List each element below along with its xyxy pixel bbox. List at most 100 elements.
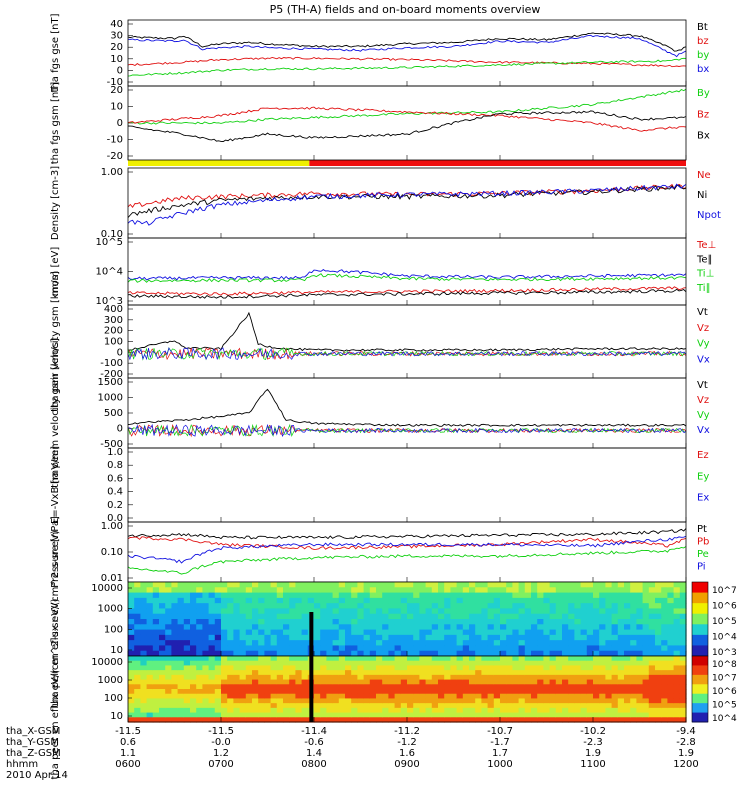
spectrogram-cell: [190, 656, 197, 662]
spectrogram-cell: [177, 645, 185, 652]
spectrogram-cell: [233, 689, 241, 695]
spectrogram-cell: [146, 619, 154, 625]
spectrogram-cell: [679, 703, 687, 709]
spectrogram-cell: [506, 624, 513, 631]
spectrogram-cell: [301, 684, 309, 690]
spectrogram-cell: [450, 640, 458, 647]
spectrogram-cell: [134, 645, 141, 652]
spectrogram-cell: [493, 650, 501, 657]
spectrogram-cell: [152, 603, 160, 610]
spectrogram-cell: [475, 650, 482, 657]
colorbar-tick-label: 10^6: [712, 687, 737, 697]
spectrogram-cell: [562, 624, 569, 631]
spectrogram-cell: [382, 660, 389, 667]
spectrogram-cell: [196, 670, 203, 676]
legend-entry: Vy: [697, 410, 710, 421]
spectrogram-cell: [462, 689, 470, 695]
spectrogram-cell: [376, 603, 383, 610]
spectrogram-cell: [487, 693, 495, 700]
spectrogram-cell: [636, 629, 644, 636]
spectrogram-cell: [568, 587, 575, 594]
spectrogram-cell: [469, 629, 476, 636]
spectrogram-cell: [456, 603, 464, 610]
spectrogram-cell: [617, 679, 625, 685]
spectrogram-cell: [289, 689, 296, 695]
spectrogram-cell: [351, 587, 358, 594]
spectrogram-cell: [239, 640, 247, 647]
spectrogram-cell: [134, 703, 141, 709]
spectrogram-cell: [599, 645, 606, 652]
spectrogram-cell: [431, 629, 439, 636]
spectrogram-cell: [642, 693, 650, 700]
spectrogram-cell: [617, 587, 625, 594]
spectrogram-cell: [624, 656, 631, 662]
spectrogram-cell: [475, 712, 482, 718]
spectrogram-cell: [382, 707, 389, 714]
spectrogram-cell: [369, 712, 377, 718]
y-tick-label: 1.0: [107, 447, 123, 458]
spectrogram-cell: [152, 712, 160, 718]
spectrogram-cell: [555, 712, 563, 718]
spectrogram-cell: [134, 707, 141, 714]
spectrogram-cell: [642, 629, 650, 636]
spectrogram-cell: [475, 665, 482, 671]
spectrogram-cell: [159, 665, 166, 671]
spectrogram-cell: [258, 603, 265, 610]
spectrogram-cell: [400, 613, 408, 620]
spectrogram-cell: [400, 670, 408, 676]
spectrogram-cell: [202, 717, 210, 723]
spectrogram-cell: [611, 603, 619, 610]
spectrogram-cell: [357, 674, 365, 681]
spectrogram-cell: [661, 707, 668, 714]
spectrogram-cell: [431, 645, 439, 652]
spectrogram-cell: [264, 645, 272, 652]
spectrogram-cell: [543, 608, 551, 615]
spectrogram-cell: [524, 624, 532, 631]
spectrogram-cell: [196, 645, 203, 652]
spectrogram-cell: [648, 603, 656, 610]
spectrogram-cell: [537, 689, 544, 695]
spectrogram-cell: [146, 689, 154, 695]
spectrogram-cell: [363, 698, 371, 704]
spectrogram-cell: [456, 629, 464, 636]
spectrogram-cell: [617, 674, 625, 681]
spectrogram-cell: [630, 613, 637, 620]
spectrogram-cell: [444, 712, 451, 718]
spectrogram-cell: [469, 693, 476, 700]
spectrogram-cell: [400, 656, 408, 662]
panel-frame: [127, 304, 687, 379]
spectrogram-cell: [642, 698, 650, 704]
spectrogram-cell: [332, 608, 340, 615]
spectrogram-cell: [481, 634, 489, 641]
spectrogram-cell: [562, 582, 569, 588]
spectrogram-cell: [388, 634, 396, 641]
spectrogram-cell: [363, 613, 371, 620]
series-line-vt: [127, 311, 687, 352]
spectrogram-cell: [140, 608, 148, 615]
spectrogram-cell: [190, 629, 197, 636]
spectrogram-cell: [338, 656, 346, 662]
spectrogram-cell: [320, 613, 327, 620]
spectrogram-cell: [506, 693, 513, 700]
spectrogram-cell: [518, 645, 526, 652]
spectrogram-cell: [208, 603, 216, 610]
spectrogram-cell: [314, 629, 321, 636]
spectrogram-cell: [177, 674, 185, 681]
spectrogram-cell: [140, 597, 148, 604]
spectrogram-cell: [549, 587, 557, 594]
spectrogram-cell: [400, 707, 408, 714]
spectrogram-cell: [264, 660, 272, 667]
spectrogram-cell: [462, 640, 470, 647]
y-tick-label: -100: [100, 358, 123, 369]
spectrogram-cell: [642, 597, 650, 604]
spectrogram-cell: [605, 707, 613, 714]
spectrogram-cell: [221, 650, 228, 657]
spectrogram-cell: [444, 592, 451, 599]
spectrogram-cell: [190, 689, 197, 695]
spectrogram-cell: [611, 634, 619, 641]
spectrogram-cell: [568, 707, 575, 714]
spectrogram-cell: [376, 619, 383, 625]
spectrogram-cell: [444, 634, 451, 641]
spectrogram-cell: [314, 603, 321, 610]
spectrogram-cell: [655, 670, 662, 676]
